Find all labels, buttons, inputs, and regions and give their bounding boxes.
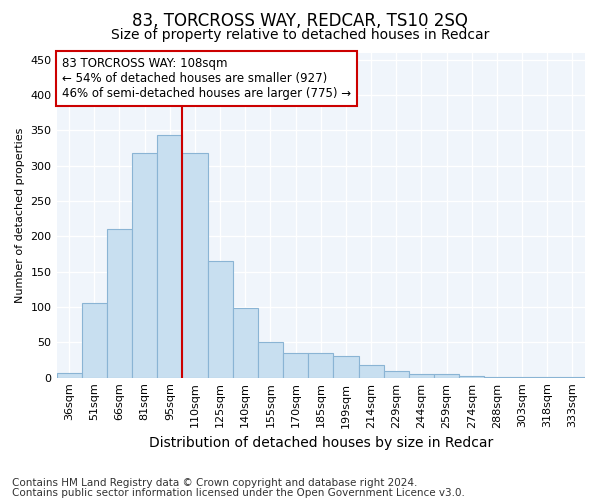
Bar [157,134,182,378]
Bar [359,365,383,378]
Bar [132,153,157,378]
Bar [484,377,509,378]
Bar [509,377,535,378]
Bar [283,353,308,378]
Text: Contains HM Land Registry data © Crown copyright and database right 2024.: Contains HM Land Registry data © Crown c… [12,478,418,488]
Text: 83, TORCROSS WAY, REDCAR, TS10 2SQ: 83, TORCROSS WAY, REDCAR, TS10 2SQ [132,12,468,30]
Bar [334,356,359,378]
Bar [182,153,208,378]
Bar [308,353,334,378]
Bar [208,261,233,378]
Text: Contains public sector information licensed under the Open Government Licence v3: Contains public sector information licen… [12,488,465,498]
Bar [409,374,434,378]
Bar [383,372,409,378]
Bar [233,308,258,378]
Text: 83 TORCROSS WAY: 108sqm
← 54% of detached houses are smaller (927)
46% of semi-d: 83 TORCROSS WAY: 108sqm ← 54% of detache… [62,58,351,100]
Bar [82,302,107,378]
X-axis label: Distribution of detached houses by size in Redcar: Distribution of detached houses by size … [149,436,493,450]
Bar [107,229,132,378]
Bar [459,376,484,378]
Bar [258,342,283,378]
Bar [560,377,585,378]
Y-axis label: Number of detached properties: Number of detached properties [15,128,25,303]
Bar [434,374,459,378]
Bar [535,377,560,378]
Bar [56,374,82,378]
Text: Size of property relative to detached houses in Redcar: Size of property relative to detached ho… [111,28,489,42]
